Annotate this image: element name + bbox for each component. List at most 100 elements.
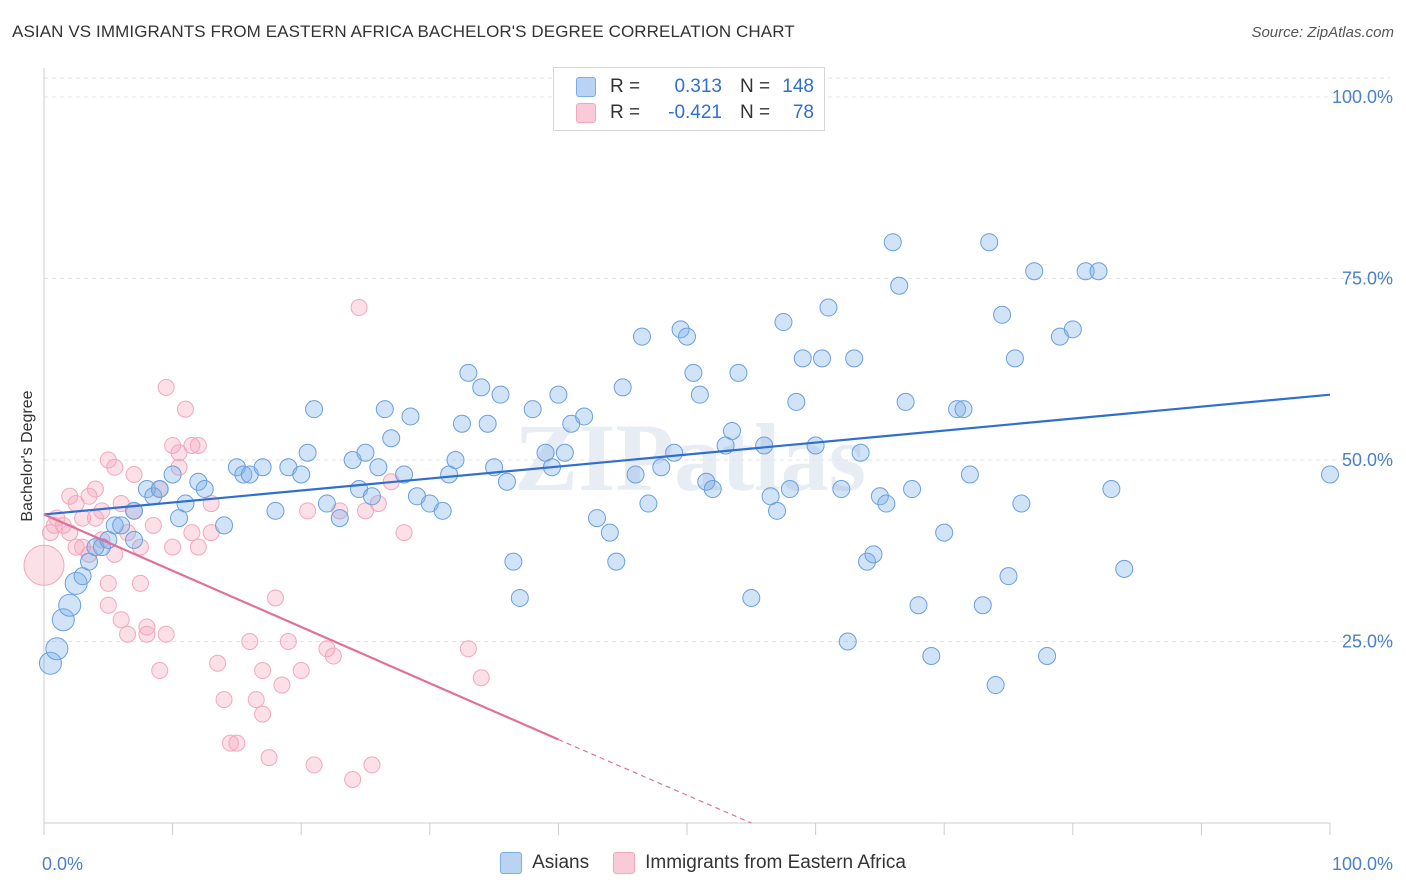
point-eastern-africa [292, 662, 310, 680]
point-eastern-africa [472, 669, 490, 687]
trend-line-eastern-africa-extension [558, 738, 752, 824]
point-eastern-africa [144, 516, 162, 534]
point-eastern-africa [119, 625, 137, 643]
point-asians [369, 458, 388, 477]
legend-n-label: N = [740, 76, 771, 97]
point-asians [472, 378, 491, 397]
point-eastern-africa [260, 749, 278, 767]
point-asians [356, 443, 375, 462]
point-eastern-africa [189, 436, 207, 454]
point-eastern-africa [93, 502, 111, 520]
point-asians [163, 465, 182, 484]
legend-label-eastern-africa: Immigrants from Eastern Africa [645, 852, 906, 873]
legend-n-label: N = [740, 102, 771, 123]
point-asians [215, 516, 234, 535]
point-asians [382, 429, 401, 448]
point-asians [587, 509, 606, 528]
point-eastern-africa [183, 436, 201, 454]
eastern-africa-points [23, 299, 490, 788]
point-asians [723, 421, 742, 440]
asians-points [38, 233, 1339, 695]
x-tick-label-min: 0.0% [42, 854, 83, 874]
point-eastern-africa [209, 654, 227, 672]
legend-n-value: 78 [792, 102, 814, 123]
point-eastern-africa [241, 633, 259, 650]
point-asians [632, 327, 651, 346]
point-eastern-africa [254, 662, 272, 680]
point-asians [909, 596, 928, 615]
point-asians [703, 480, 722, 499]
point-eastern-africa [23, 544, 65, 586]
point-eastern-africa [266, 589, 284, 607]
point-eastern-africa [459, 640, 477, 658]
point-asians [125, 530, 144, 549]
watermark: ZIPatlas [514, 404, 866, 511]
point-asians [1115, 559, 1134, 578]
point-eastern-africa [183, 524, 201, 542]
point-asians [491, 385, 510, 404]
axes [43, 68, 1331, 835]
grid-lines [44, 77, 1390, 642]
point-asians [549, 385, 568, 404]
point-eastern-africa [247, 691, 265, 709]
point-asians [330, 509, 349, 528]
point-asians [523, 400, 542, 419]
point-asians [292, 465, 311, 484]
point-asians [401, 407, 420, 426]
point-asians [446, 451, 465, 469]
x-tick-labels: 0.0% 100.0% [42, 854, 1393, 874]
point-asians [960, 465, 979, 484]
point-asians [1012, 494, 1031, 513]
point-eastern-africa [395, 524, 413, 542]
point-eastern-africa [99, 574, 117, 592]
point-asians [613, 378, 632, 397]
point-asians [999, 567, 1018, 586]
point-asians [832, 480, 851, 499]
point-eastern-africa [254, 705, 272, 723]
legend-r-label: R = [610, 76, 641, 97]
point-asians [864, 545, 883, 564]
point-asians [105, 516, 124, 535]
series-legend: Asians Immigrants from Eastern Africa [0, 852, 1406, 874]
point-asians [954, 400, 973, 419]
point-asians [768, 501, 787, 520]
point-eastern-africa [74, 538, 92, 556]
trend-line-eastern-africa [43, 513, 559, 741]
point-asians [697, 472, 716, 491]
point-asians [195, 480, 214, 499]
point-asians [253, 458, 272, 477]
point-asians [665, 443, 684, 462]
point-asians [1089, 262, 1108, 281]
point-eastern-africa [125, 466, 143, 484]
point-eastern-africa [131, 538, 149, 556]
point-asians [58, 593, 82, 617]
legend-swatch-eastern-africa [576, 103, 596, 123]
correlation-legend: R = 0.313 N = 148 R = -0.421 N = 78 [553, 67, 825, 131]
point-asians [176, 494, 195, 513]
point-asians [478, 414, 497, 433]
point-eastern-africa [215, 691, 233, 709]
point-asians [504, 552, 523, 571]
point-asians [317, 494, 336, 513]
point-asians [993, 305, 1012, 324]
legend-item-eastern-africa[interactable]: Immigrants from Eastern Africa [613, 852, 906, 874]
point-eastern-africa [170, 458, 188, 476]
point-asians [671, 320, 690, 339]
point-asians [729, 363, 748, 382]
point-eastern-africa [164, 436, 182, 454]
point-asians [45, 637, 69, 661]
point-asians [137, 480, 156, 499]
point-asians [305, 400, 324, 419]
legend-r-label: R = [610, 102, 641, 123]
y-tick-label: 100.0% [1332, 87, 1393, 107]
point-eastern-africa [273, 676, 291, 694]
point-eastern-africa [138, 618, 156, 636]
point-asians [1005, 349, 1024, 368]
legend-item-asians[interactable]: Asians [500, 852, 589, 874]
trend-line-asians [43, 393, 1331, 516]
point-eastern-africa [324, 647, 342, 665]
point-asians [497, 472, 516, 491]
point-asians [652, 458, 671, 477]
point-asians [742, 588, 761, 607]
point-asians [813, 349, 832, 368]
